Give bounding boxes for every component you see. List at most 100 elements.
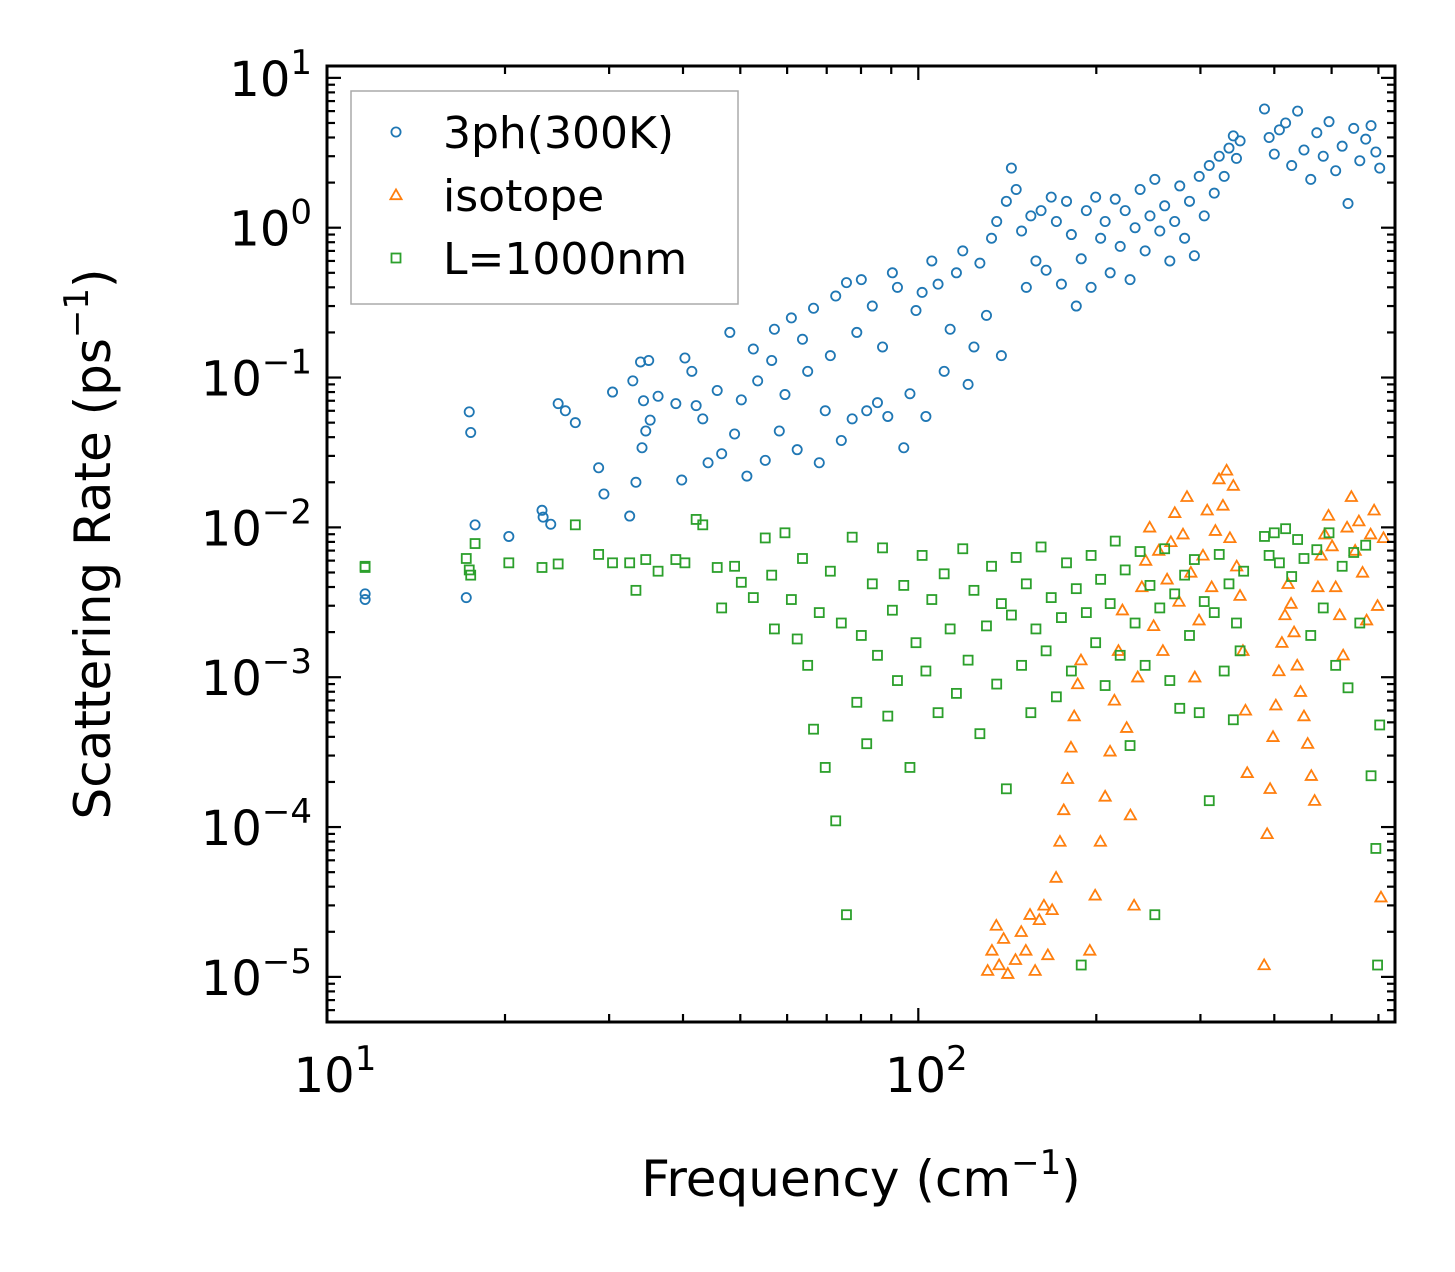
data-point [1146,618,1161,632]
data-point [1060,771,1075,784]
legend-label: L=1000nm [443,234,687,285]
y-tick-label: 100 [229,193,312,258]
data-point [1307,793,1322,806]
data-point [1330,659,1342,671]
data-point [1025,210,1037,222]
data-point [1056,612,1067,623]
legend-marker [388,187,404,201]
data-point [711,562,723,573]
data-point [1155,643,1171,656]
data-point [824,350,836,362]
data-point [926,255,938,267]
data-point [640,425,652,437]
data-point [974,728,986,740]
data-point [1044,902,1060,915]
data-point [1305,630,1317,641]
y-tick-label: 10−1 [201,343,312,408]
data-point [1213,150,1225,162]
data-point [652,390,664,402]
data-point [1010,183,1022,195]
data-point [1104,598,1116,609]
data-point [1144,579,1156,591]
data-point [1097,789,1113,802]
data-point [1052,834,1068,847]
data-point [1351,513,1367,527]
data-point [1208,523,1223,536]
data-point [1234,135,1246,147]
data-point [1080,607,1092,618]
series-square-group [359,514,1386,971]
data-point [536,562,548,573]
data-point [920,665,932,677]
data-point [1090,191,1102,203]
data-point [1268,527,1280,539]
data-point [1087,887,1103,901]
legend-label: isotope [443,171,604,222]
data-point [944,323,956,335]
data-point [1359,612,1374,626]
data-point [1273,557,1285,569]
data-point [861,405,873,417]
data-point [460,553,472,564]
data-point [830,290,842,302]
data-point [773,425,785,437]
data-point [1198,210,1210,222]
data-point [1139,659,1151,671]
data-point [1174,702,1186,714]
data-point [1114,649,1126,661]
data-point [886,267,898,279]
data-point [1370,146,1382,158]
data-point [872,649,883,661]
data-point [1048,870,1064,883]
data-point [593,549,605,560]
data-point [855,630,867,641]
data-point [607,557,618,569]
data-point [986,560,997,572]
data-point [1317,150,1329,162]
data-point [882,410,894,422]
data-point [638,395,650,407]
data-point [1063,740,1079,753]
data-point [460,592,472,604]
data-point [1183,565,1198,578]
data-point [627,375,639,387]
data-point [359,588,371,600]
data-point [980,309,992,321]
data-point [1280,523,1292,535]
data-point [898,442,910,454]
data-point [1290,657,1305,671]
data-point [1179,232,1191,244]
data-point [1040,645,1052,657]
data-point [1317,602,1329,614]
data-point [1330,165,1342,177]
data-point [1365,120,1377,132]
data-point [819,405,831,417]
data-point [679,557,691,569]
data-point [766,354,778,366]
data-point [729,560,740,572]
data-point [1095,232,1107,244]
data-point [759,454,771,466]
data-point [1223,142,1235,154]
data-point [1138,553,1153,566]
data-point [1204,579,1219,593]
data-point [1230,152,1242,164]
data-point [802,659,814,671]
data-point [759,532,771,544]
data-point [1061,195,1073,207]
data-point [1073,652,1089,666]
data-point [986,232,998,244]
data-point [824,565,836,577]
data-point [1080,205,1092,217]
data-point [1085,550,1097,561]
data-point [877,542,888,554]
data-point [1354,155,1366,167]
data-point [1040,947,1055,961]
data-point [652,565,664,577]
legend-entry: isotope [388,171,604,222]
data-point [813,607,825,618]
data-point [1300,736,1315,749]
data-point [1258,103,1270,115]
data-point [962,654,974,666]
data-point [690,514,702,525]
